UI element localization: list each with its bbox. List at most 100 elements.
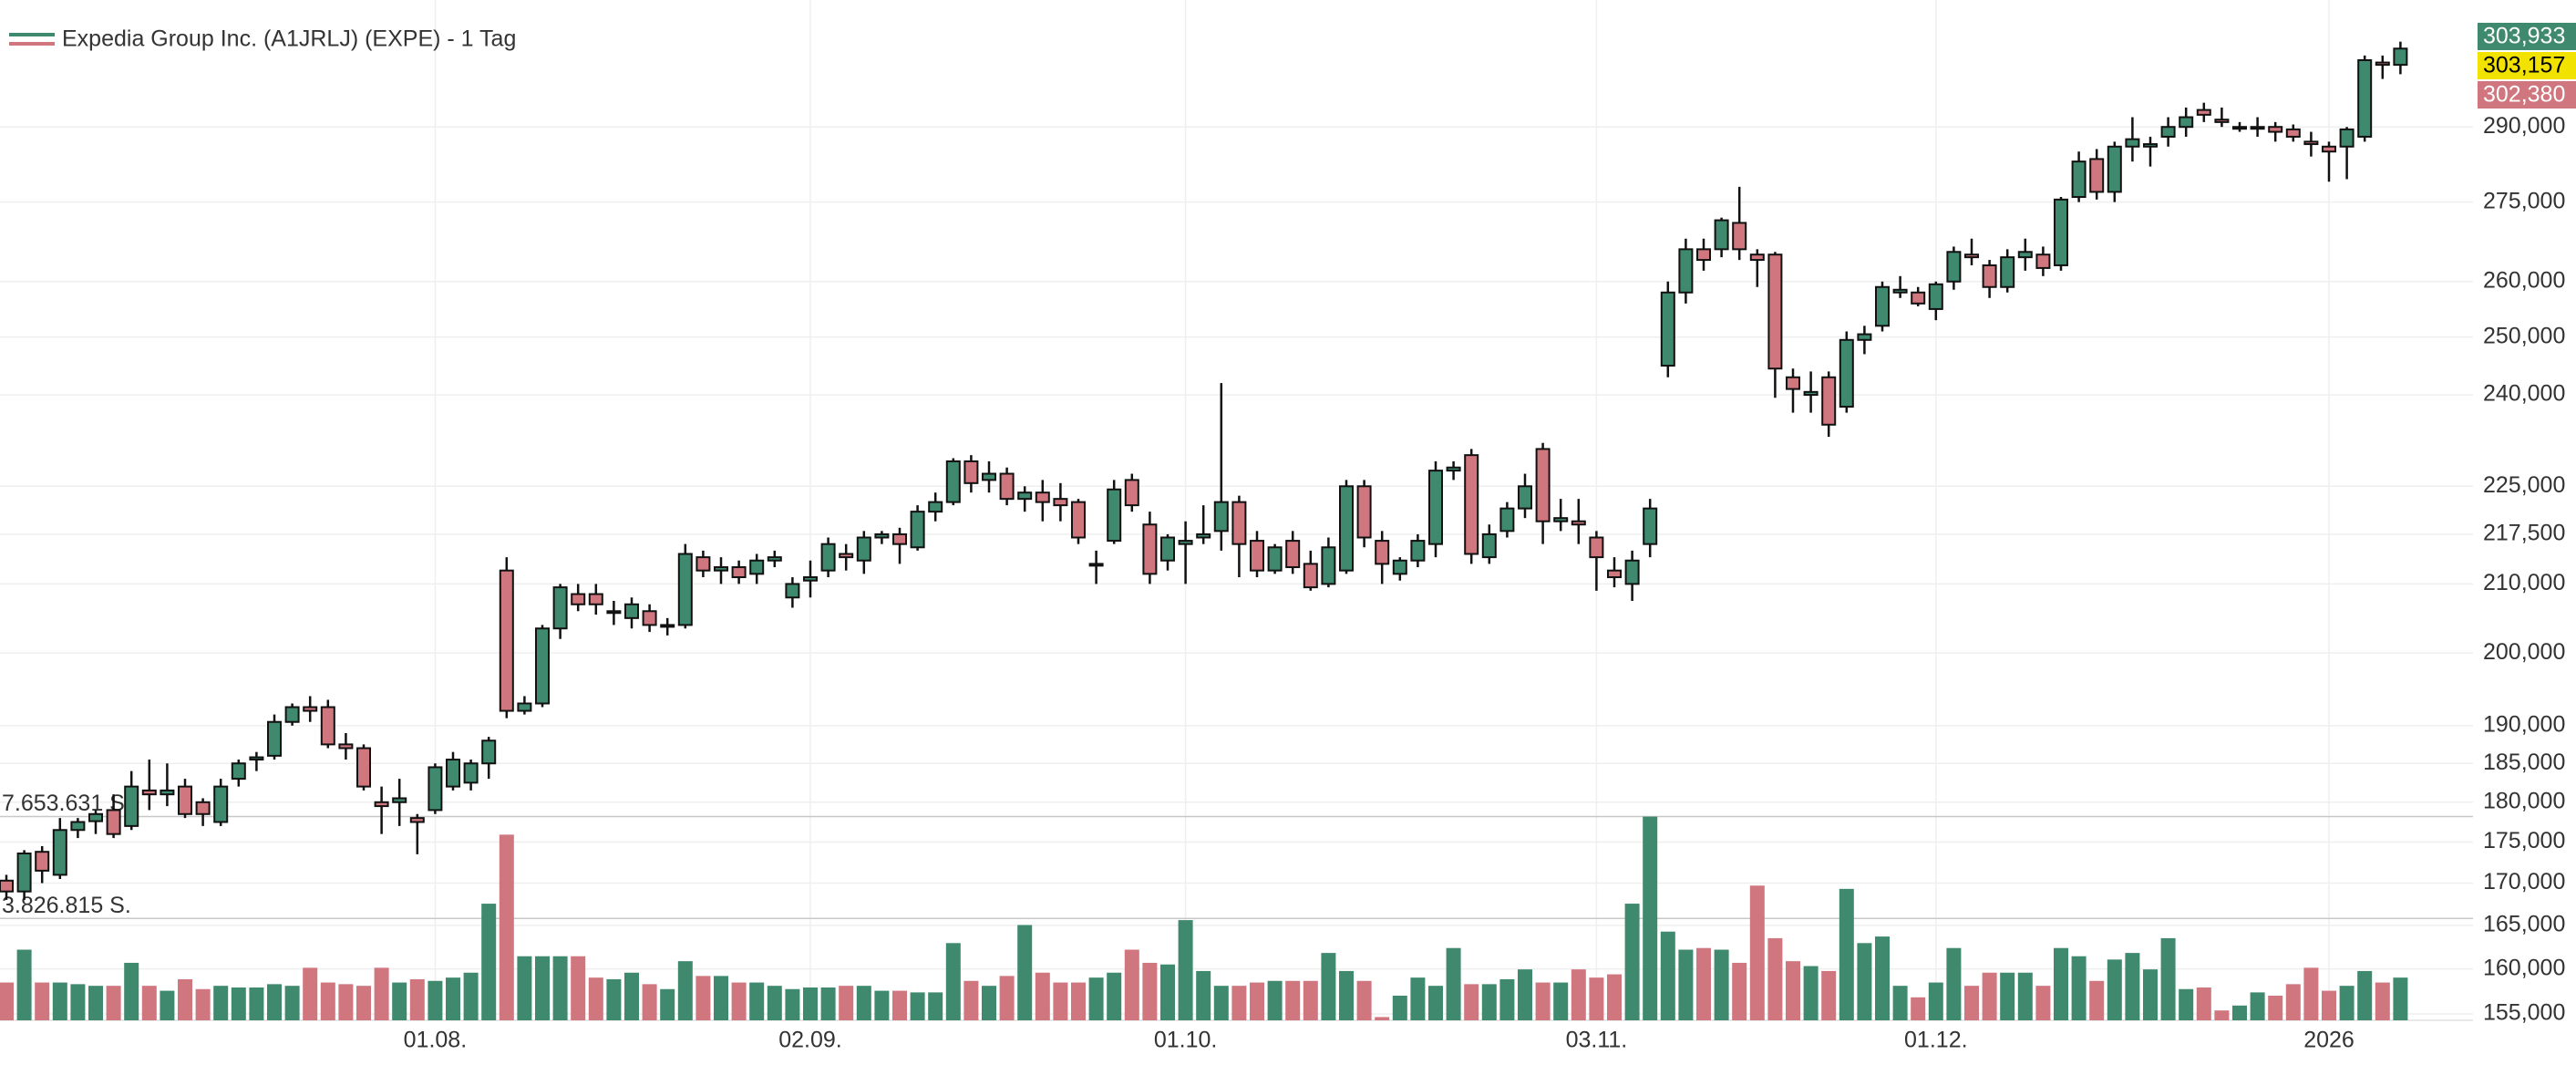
volume-bar bbox=[910, 992, 925, 1020]
volume-bar bbox=[446, 977, 460, 1020]
volume-bar bbox=[588, 977, 603, 1020]
candle-body bbox=[1124, 479, 1139, 507]
volume-bar bbox=[677, 961, 693, 1020]
volume-bar bbox=[1017, 925, 1033, 1020]
volume-bar bbox=[1446, 947, 1461, 1020]
candle-body bbox=[1178, 540, 1193, 545]
candle-body bbox=[1356, 485, 1372, 539]
candle-body bbox=[1428, 470, 1443, 545]
volume-bar bbox=[1267, 980, 1283, 1020]
volume-bar bbox=[1589, 977, 1604, 1020]
candle-body bbox=[1857, 333, 1872, 341]
volume-bar bbox=[1660, 931, 1675, 1020]
volume-bar bbox=[874, 990, 890, 1020]
volume-bar bbox=[356, 986, 371, 1020]
candle-body bbox=[499, 569, 514, 712]
volume-bar bbox=[374, 967, 389, 1020]
volume-bar bbox=[409, 978, 425, 1020]
volume-bar bbox=[1428, 986, 1443, 1020]
candle-body bbox=[1732, 222, 1747, 251]
volume-bar bbox=[1124, 949, 1139, 1020]
candle-body bbox=[1017, 491, 1033, 501]
volume-bar bbox=[1356, 980, 1372, 1020]
candle-body bbox=[2375, 61, 2390, 67]
candle-body bbox=[820, 543, 836, 572]
candle-body bbox=[1375, 540, 1390, 565]
candle-body bbox=[1285, 540, 1301, 569]
candle-body bbox=[1481, 532, 1497, 559]
volume-bar bbox=[660, 988, 675, 1020]
volume-bar bbox=[945, 943, 961, 1020]
volume-bar bbox=[642, 984, 657, 1020]
candle-body bbox=[1875, 285, 1890, 327]
volume-bar bbox=[1624, 904, 1640, 1020]
volume-bar bbox=[1964, 986, 1979, 1020]
candle-body bbox=[1535, 448, 1551, 522]
volume-bar bbox=[928, 992, 943, 1020]
candle-body bbox=[1928, 283, 1943, 310]
volume-bar bbox=[749, 982, 765, 1020]
candle-body bbox=[481, 739, 497, 765]
candle-body bbox=[1250, 540, 1264, 572]
candle-body bbox=[1696, 248, 1711, 262]
candle-body bbox=[16, 852, 32, 893]
y-tick-label: 155,000 bbox=[2483, 1000, 2565, 1026]
volume-bar bbox=[2125, 953, 2140, 1020]
candle-body bbox=[1107, 488, 1122, 543]
volume-bar bbox=[1607, 974, 1622, 1020]
candle-body bbox=[892, 532, 907, 545]
candle-body bbox=[1339, 485, 1354, 572]
volume-bar bbox=[303, 967, 318, 1020]
volume-bar bbox=[982, 986, 996, 1020]
volume-bar bbox=[1178, 920, 1193, 1020]
volume-bar bbox=[1035, 972, 1050, 1020]
candle-body bbox=[320, 706, 335, 746]
volume-bar bbox=[267, 984, 282, 1020]
volume-bar bbox=[1303, 980, 1318, 1020]
candle-body bbox=[2000, 256, 2015, 288]
volume-bar bbox=[1321, 953, 1336, 1020]
volume-bar bbox=[2375, 982, 2390, 1020]
volume-bar bbox=[1250, 982, 1264, 1020]
volume-bar bbox=[1481, 984, 1497, 1020]
candle-body bbox=[2054, 198, 2068, 266]
volume-bar bbox=[195, 988, 211, 1020]
price-label: 303,933 bbox=[2483, 24, 2565, 49]
volume-bar bbox=[1196, 970, 1211, 1020]
candle-body bbox=[160, 789, 175, 796]
volume-bar bbox=[785, 988, 800, 1020]
candle-body bbox=[714, 566, 728, 572]
volume-bar bbox=[2196, 987, 2211, 1020]
candle-body bbox=[2303, 140, 2319, 146]
candle-body bbox=[2322, 145, 2336, 153]
candle-body bbox=[677, 553, 693, 626]
y-tick-label: 210,000 bbox=[2483, 570, 2565, 595]
candle-body bbox=[982, 472, 996, 481]
volume-bar bbox=[1678, 949, 1694, 1020]
candle-body bbox=[642, 610, 657, 626]
candle-body bbox=[284, 706, 300, 723]
price-label: 303,157 bbox=[2483, 53, 2565, 78]
volume-bar bbox=[1392, 995, 1407, 1020]
candle-body bbox=[963, 460, 979, 484]
volume-bar bbox=[2179, 988, 2194, 1020]
chart-title: Expedia Group Inc. (A1JRLJ) (EXPE) - 1 T… bbox=[62, 26, 516, 52]
volume-bar bbox=[1821, 970, 1837, 1020]
volume-bar bbox=[2322, 990, 2336, 1020]
y-tick-label: 180,000 bbox=[2483, 788, 2565, 813]
volume-bar bbox=[1053, 982, 1068, 1020]
y-tick-label: 225,000 bbox=[2483, 472, 2565, 498]
candle-body bbox=[1213, 501, 1229, 532]
volume-bar bbox=[2071, 956, 2087, 1020]
candle-body bbox=[1589, 536, 1604, 559]
candle-body bbox=[1303, 563, 1318, 589]
volume-bar bbox=[1982, 972, 1997, 1020]
volume-bar bbox=[2357, 970, 2373, 1020]
candle-body bbox=[1142, 523, 1158, 575]
candle-body bbox=[106, 809, 121, 835]
volume-bar bbox=[571, 956, 586, 1020]
volume-bar bbox=[731, 982, 747, 1020]
volume-bar bbox=[1786, 961, 1800, 1020]
candle-body bbox=[1321, 546, 1336, 585]
candle-body bbox=[356, 747, 371, 788]
